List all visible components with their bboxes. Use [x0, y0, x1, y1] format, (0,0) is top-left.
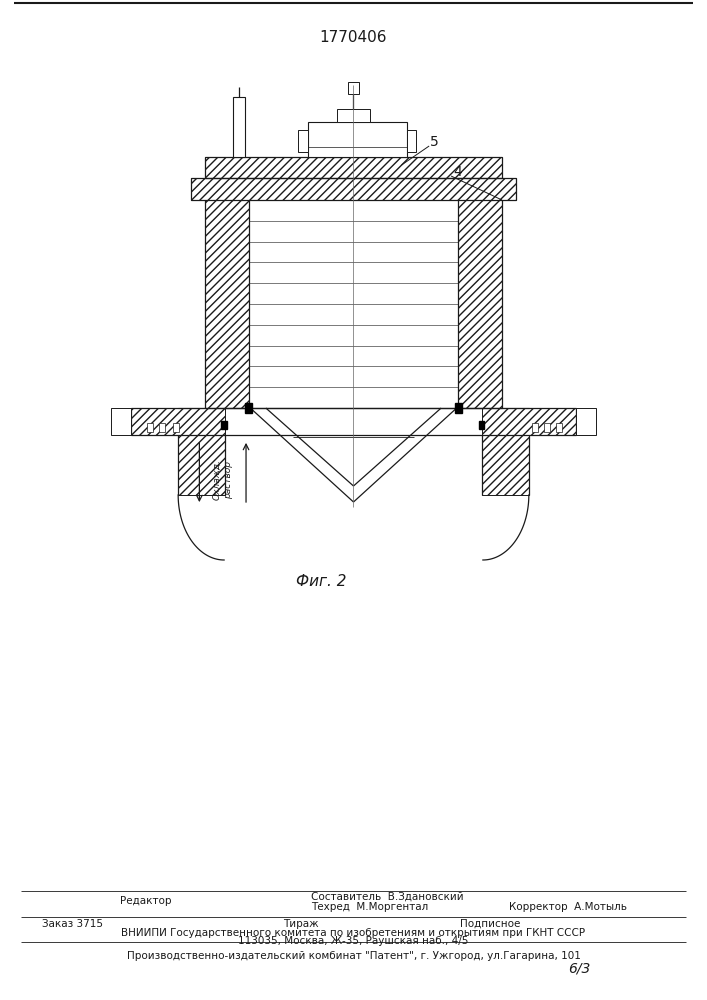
Text: Техред  М.Моргентал: Техред М.Моргентал [311, 902, 428, 912]
Bar [308, 122, 407, 157]
Text: Редактор: Редактор [120, 896, 172, 906]
Bar [532, 423, 538, 432]
Bar [147, 423, 153, 432]
Bar [576, 408, 596, 435]
Bar [407, 130, 416, 152]
Bar [159, 423, 165, 432]
Text: ВНИИПИ Государственного комитета по изобретениям и открытиям при ГКНТ СССР: ВНИИПИ Государственного комитета по изоб… [122, 928, 585, 938]
Text: Составитель  В.Здановский: Составитель В.Здановский [311, 892, 464, 902]
Polygon shape [191, 178, 516, 200]
Text: раствор: раствор [224, 461, 233, 499]
Polygon shape [482, 408, 576, 435]
Text: 1770406: 1770406 [320, 29, 387, 44]
Polygon shape [131, 408, 225, 435]
Bar [479, 421, 484, 429]
Bar [455, 403, 462, 413]
Text: 5: 5 [431, 135, 439, 149]
Bar [556, 423, 562, 432]
Bar [111, 408, 131, 435]
Text: Фиг. 2: Фиг. 2 [296, 574, 347, 589]
Polygon shape [458, 200, 502, 408]
Text: Корректор  А.Мотыль: Корректор А.Мотыль [509, 902, 627, 912]
Text: Заказ 3715: Заказ 3715 [42, 919, 103, 929]
Polygon shape [205, 200, 249, 408]
Bar [298, 130, 308, 152]
Bar [221, 421, 227, 429]
Text: Подписное: Подписное [460, 919, 520, 929]
Bar [544, 423, 550, 432]
Text: Производственно-издательский комбинат "Патент", г. Ужгород, ул.Гагарина, 101: Производственно-издательский комбинат "П… [127, 951, 580, 961]
Text: 113035, Москва, Ж-35, Раушская наб., 4/5: 113035, Москва, Ж-35, Раушская наб., 4/5 [238, 936, 469, 946]
Polygon shape [482, 435, 529, 495]
Polygon shape [178, 435, 225, 495]
Text: Тираж: Тираж [283, 919, 318, 929]
Polygon shape [205, 157, 502, 178]
Bar [348, 82, 359, 94]
Text: Охлажд.: Охлажд. [213, 460, 221, 500]
Text: 4: 4 [454, 165, 462, 179]
Bar [245, 403, 252, 413]
Bar [233, 97, 245, 157]
Bar [337, 109, 370, 122]
Text: 6/3: 6/3 [568, 962, 591, 976]
Bar [173, 423, 179, 432]
